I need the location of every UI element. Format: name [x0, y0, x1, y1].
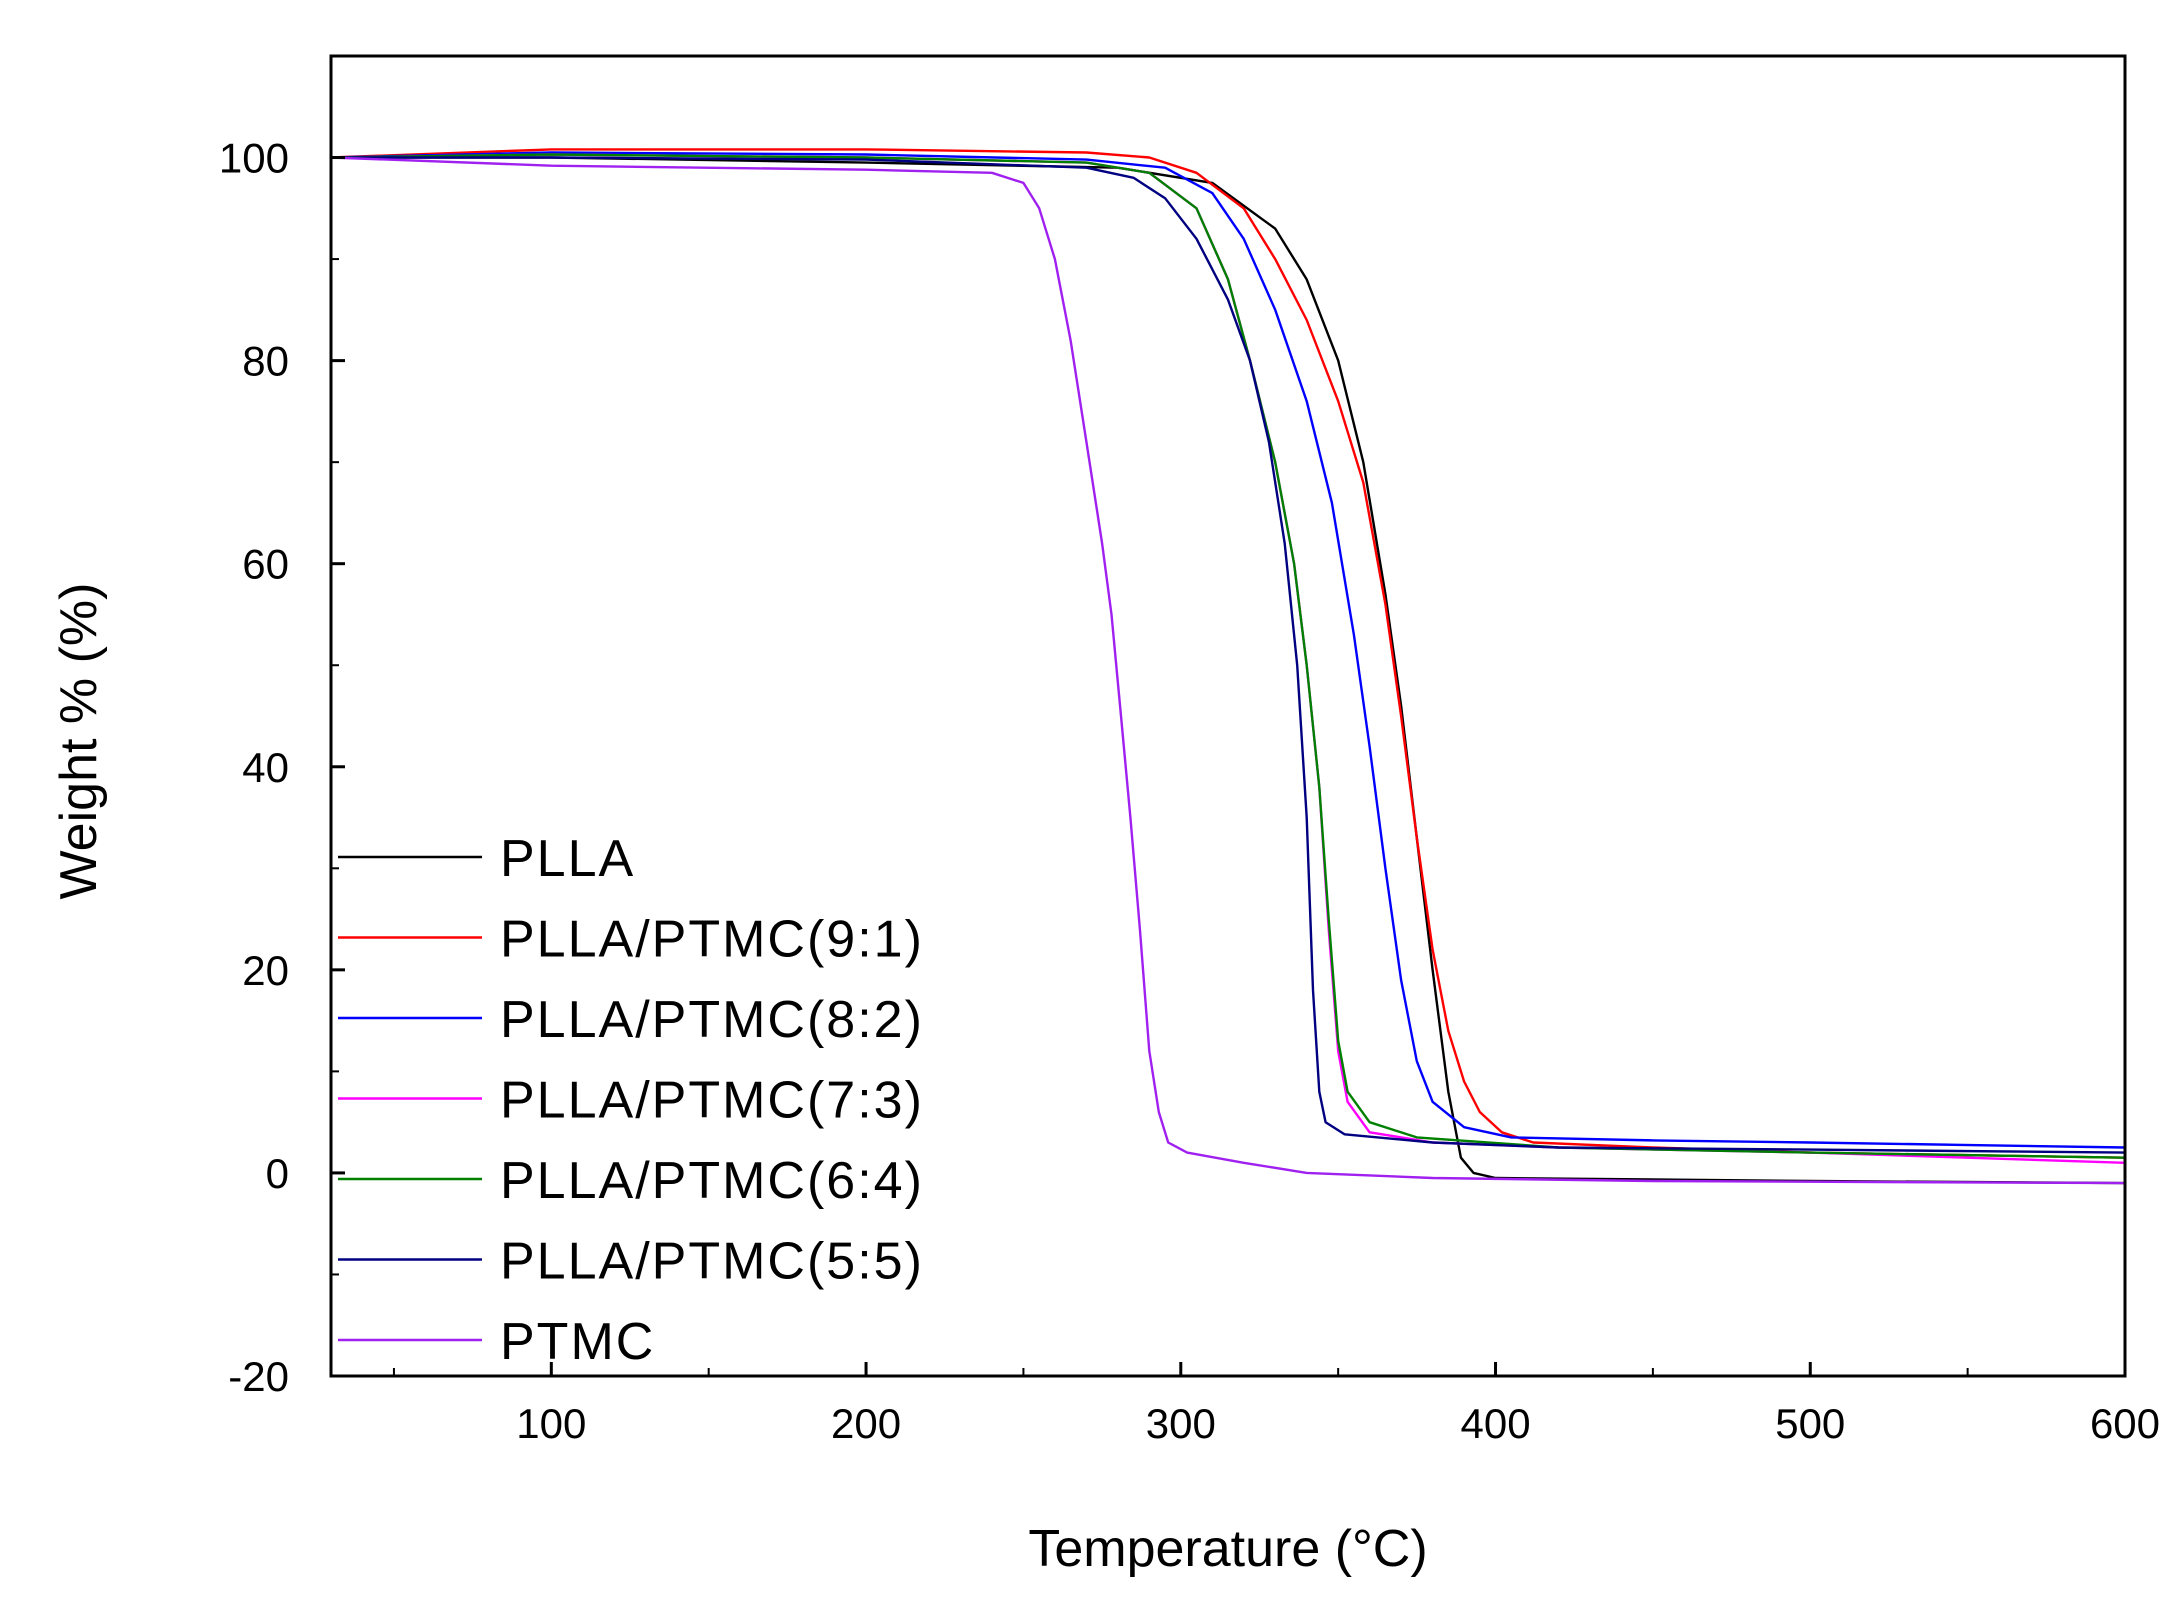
- legend: PLLA PLLA/PTMC(9:1) PLLA/PTMC(8:2) PLLA/PTM…: [338, 830, 924, 1371]
- series-line-6: [330, 156, 2126, 1185]
- plot-frame: [329, 54, 2127, 1378]
- series-line-1: [330, 148, 2126, 1159]
- y-tick-label-0: 0: [266, 1150, 289, 1197]
- legend-label-3: PLLA/PTMC(7:3): [500, 1072, 924, 1130]
- y-tick-label-20: 20: [242, 947, 289, 994]
- legend-label-4: PLLA/PTMC(6:4): [500, 1152, 924, 1210]
- x-tick-label-200: 200: [831, 1400, 901, 1447]
- x-tick-label-500: 500: [1775, 1400, 1845, 1447]
- legend-label-6: PTMC: [500, 1313, 655, 1371]
- x-tick-label-300: 300: [1146, 1400, 1216, 1447]
- y-tick-label-40: 40: [242, 744, 289, 791]
- x-tick-label-600: 600: [2090, 1400, 2160, 1447]
- series-line-5: [331, 156, 2126, 1154]
- series-line-2: [330, 151, 2126, 1149]
- y-axis-title: Weight % (%): [50, 583, 108, 900]
- x-tick-label-400: 400: [1460, 1400, 1530, 1447]
- x-tick-label-100: 100: [516, 1400, 586, 1447]
- x-axis-title: Temperature (°C): [1028, 1520, 1427, 1578]
- legend-label-1: PLLA/PTMC(9:1): [500, 911, 924, 969]
- legend-label-0: PLLA: [500, 830, 635, 888]
- y-tick-label-100: 100: [219, 135, 289, 182]
- legend-label-2: PLLA/PTMC(8:2): [500, 991, 924, 1049]
- series-layer: [330, 148, 2126, 1185]
- y-tick-label-60: 60: [242, 541, 289, 588]
- series-line-4: [330, 153, 2126, 1159]
- y-tick-label--20: -20: [228, 1353, 289, 1400]
- y-tick-label-80: 80: [242, 338, 289, 385]
- axes-layer: 100 200 300 400 500 600 -20 0 20 40 60 80 100: [219, 54, 2160, 1447]
- legend-label-5: PLLA/PTMC(5:5): [500, 1233, 924, 1291]
